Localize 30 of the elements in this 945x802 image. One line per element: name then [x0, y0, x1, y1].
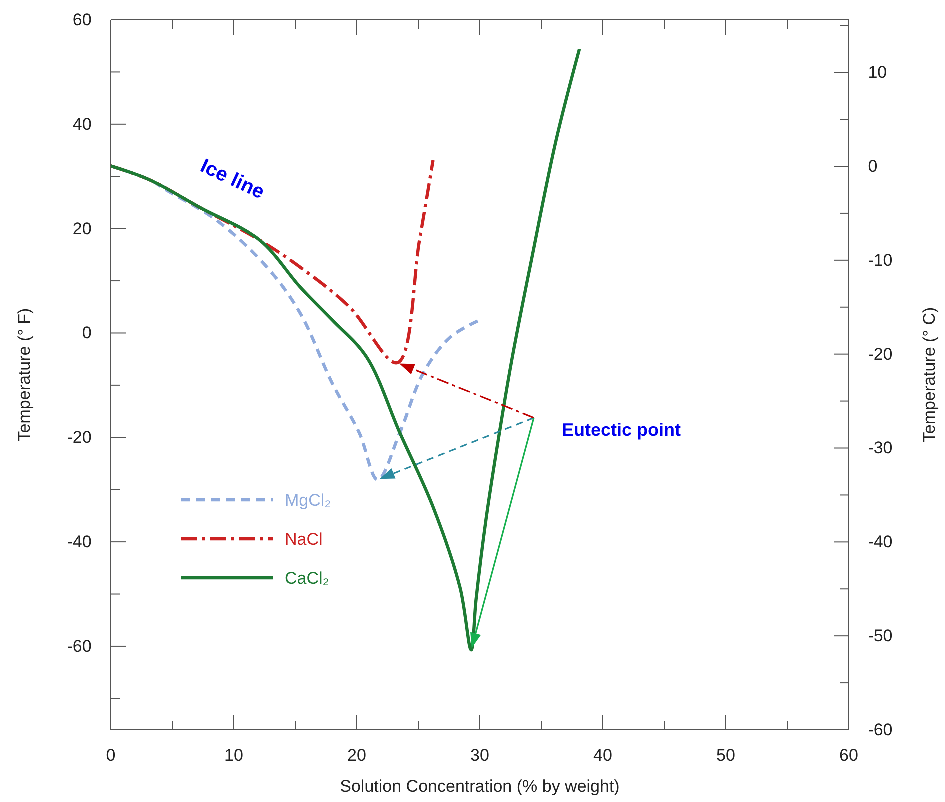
x-tick-label: 20: [348, 746, 366, 766]
y-tick-label: 0: [82, 324, 92, 343]
y2-tick-label: -40: [868, 532, 893, 552]
y2-tick-label: 10: [868, 63, 888, 82]
y2-axis-title: Temperature (° C): [920, 307, 939, 443]
text: MgCl₂: [285, 491, 332, 510]
y-tick-label: -60: [67, 636, 92, 656]
annotation: Ice line: [197, 155, 268, 204]
x-tick-label: 0: [106, 746, 116, 766]
y-tick-label: -40: [67, 532, 92, 552]
x-tick-label: 30: [470, 746, 490, 766]
x-tick-label: 10: [224, 746, 244, 766]
y-tick-label: 20: [72, 219, 92, 238]
y2-tick-label: -20: [868, 344, 893, 364]
y2-tick-label: -10: [868, 250, 893, 270]
y2-tick-label: -50: [868, 626, 893, 646]
text: NaCl: [285, 530, 323, 549]
x-tick-label: 40: [594, 746, 612, 766]
x-tick-label: 60: [840, 746, 858, 766]
y-tick-label: 40: [72, 114, 92, 134]
text: CaCl₂: [285, 569, 330, 588]
y2-tick-label: -30: [868, 438, 893, 458]
x-axis-title: Solution Concentration (% by weight): [340, 777, 620, 796]
y2-tick-label: -60: [868, 720, 893, 740]
x-tick-label: 50: [716, 746, 736, 766]
y-tick-label: -20: [67, 428, 92, 448]
y2-tick-label: 0: [868, 156, 878, 176]
annotation: Eutectic point: [562, 420, 682, 440]
y-axis-title: Temperature (° F): [15, 308, 34, 442]
y-tick-label: 60: [72, 10, 92, 30]
